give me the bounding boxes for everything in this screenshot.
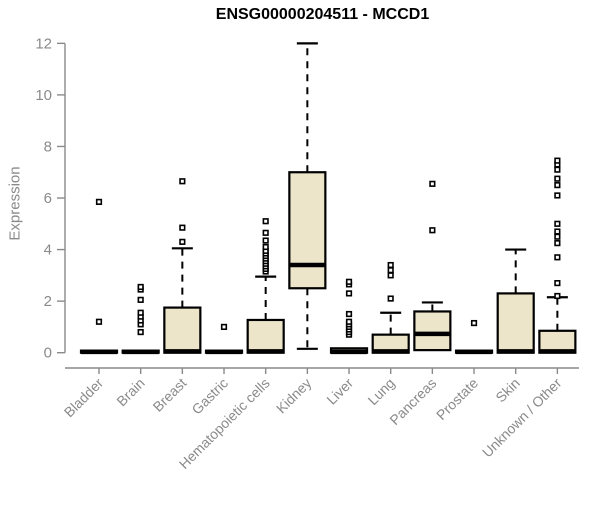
x-tick-label: Skin bbox=[492, 375, 523, 406]
outlier-point bbox=[429, 227, 436, 234]
x-tick-label: Lung bbox=[364, 375, 397, 408]
x-tick-label: Kidney bbox=[273, 375, 315, 417]
outlier-point bbox=[554, 220, 561, 227]
box-bladder bbox=[79, 198, 119, 355]
outlier-point bbox=[554, 166, 561, 173]
outlier-point bbox=[345, 278, 353, 285]
box-brain bbox=[121, 283, 160, 355]
iqr-box bbox=[163, 306, 202, 354]
outlier-point bbox=[345, 310, 353, 318]
x-tick-label: Liver bbox=[323, 375, 356, 408]
y-tick-label: 12 bbox=[35, 35, 52, 52]
box-skin bbox=[496, 248, 535, 354]
outlier-point bbox=[387, 261, 394, 269]
x-tick-label: Unknown / Other bbox=[479, 375, 565, 461]
box-gastric bbox=[204, 323, 244, 355]
outlier-point bbox=[554, 292, 561, 300]
x-tick-label: Breast bbox=[150, 375, 190, 415]
outlier-point bbox=[137, 328, 144, 336]
x-tick-label: Brain bbox=[113, 375, 147, 409]
outlier-point bbox=[262, 229, 269, 236]
y-tick-label: 10 bbox=[35, 87, 52, 104]
outlier-point bbox=[137, 296, 144, 303]
outlier-point bbox=[554, 192, 561, 199]
iqr-box bbox=[288, 171, 327, 290]
outlier-point bbox=[554, 233, 561, 240]
outlier-point bbox=[554, 157, 561, 164]
outlier-point bbox=[554, 279, 561, 287]
outlier-point bbox=[554, 254, 561, 261]
box-prostate bbox=[454, 319, 494, 355]
iqr-box bbox=[496, 292, 535, 354]
outlier-point bbox=[470, 319, 478, 327]
box-kidney bbox=[288, 42, 327, 350]
outlier-point bbox=[387, 272, 394, 279]
outlier-point bbox=[137, 283, 144, 291]
iqr-box bbox=[246, 318, 285, 354]
outlier-point bbox=[345, 318, 353, 325]
outlier-point bbox=[95, 198, 103, 205]
y-tick-label: 2 bbox=[44, 293, 52, 310]
y-axis-label: Expression bbox=[6, 166, 24, 241]
outlier-point bbox=[387, 267, 394, 274]
outlier-point bbox=[345, 290, 353, 297]
outlier-point bbox=[262, 218, 269, 225]
outlier-point bbox=[220, 323, 228, 331]
box-pancreas bbox=[413, 180, 452, 352]
outlier-point bbox=[179, 238, 186, 245]
box-liver bbox=[329, 278, 369, 355]
y-tick-label: 4 bbox=[44, 242, 52, 259]
outlier-point bbox=[554, 175, 561, 182]
outlier-point bbox=[554, 182, 561, 189]
outlier-point bbox=[387, 295, 394, 302]
outlier-point bbox=[179, 178, 186, 185]
outlier-point bbox=[262, 243, 269, 251]
box-hematopoietic-cells bbox=[246, 218, 285, 354]
x-tick-label: Prostate bbox=[433, 375, 481, 423]
outlier-point bbox=[137, 309, 144, 316]
x-tick-label: Bladder bbox=[61, 375, 107, 421]
outlier-point bbox=[554, 240, 561, 247]
outlier-point bbox=[429, 180, 436, 187]
box-breast bbox=[163, 178, 202, 354]
iqr-box bbox=[413, 310, 452, 352]
y-tick-label: 8 bbox=[44, 138, 52, 155]
outlier-point bbox=[262, 237, 269, 244]
outlier-point bbox=[179, 224, 186, 231]
outlier-point bbox=[95, 318, 103, 325]
outlier-point bbox=[554, 228, 561, 235]
box-unknown-other bbox=[538, 157, 577, 354]
y-tick-label: 0 bbox=[44, 345, 52, 362]
chart-title: ENSG00000204511 - MCCD1 bbox=[215, 6, 430, 23]
y-tick-label: 6 bbox=[44, 190, 52, 207]
box-lung bbox=[371, 261, 410, 354]
